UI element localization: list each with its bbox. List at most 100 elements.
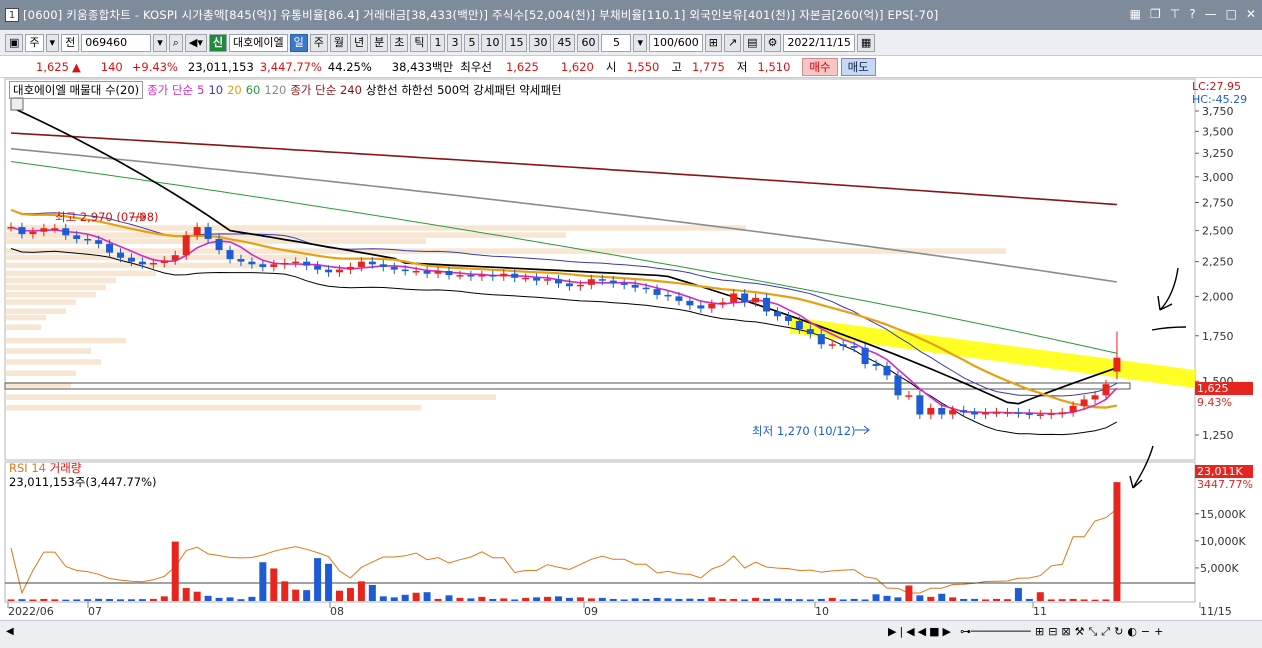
volume-bar [1080,599,1088,601]
scroll-bar[interactable]: ◀ ▶|◀◀■▶ ⊶───────── ⊞⊟⊠⚒⤡⤢↻◐−+ [0,620,1262,648]
volume-bar [445,595,453,601]
search-icon[interactable]: ⌕ [168,33,183,52]
volume-bar [412,592,420,601]
pin-icon[interactable]: ⊤ [1169,7,1181,21]
restore-icon[interactable]: ❐ [1150,7,1161,21]
volume-pct-label: 3447.77% [1197,478,1253,491]
candle [752,297,760,303]
tab-week[interactable]: 주 [309,33,328,52]
maximize-icon[interactable]: □ [1225,7,1237,21]
candle [730,293,738,303]
volume-bar [390,597,398,601]
gear-icon[interactable]: ⚙ [763,33,782,52]
minimize-icon[interactable]: — [1204,7,1217,21]
chart-canvas[interactable]: 1,2501,5001,7502,0002,2502,5002,7503,000… [0,78,1262,620]
volume-profile-bar [6,254,306,261]
step-10[interactable]: 10 [481,33,504,52]
volume-bar [478,596,486,601]
step-60[interactable]: 60 [577,33,600,52]
volume-bar [500,598,508,601]
step-3[interactable]: 3 [447,33,463,52]
zoom-slider[interactable]: ⊶───────── [960,625,1031,638]
calendar-icon[interactable]: ▦ [856,33,876,52]
handdrawn-arrow-top [1151,267,1187,331]
custom-step-input[interactable]: 5 [601,33,632,52]
step-5[interactable]: 5 [464,33,480,52]
candle [248,261,256,265]
scroll-left-icon[interactable]: ◀ [6,626,14,637]
tab-tick[interactable]: 틱 [410,33,429,52]
speaker-icon[interactable]: ◀▾ [184,33,207,52]
volume-profile-bar [6,337,126,344]
period-select[interactable]: 주 [25,33,44,52]
candle [171,255,179,261]
sell-button[interactable]: 매도 [840,57,876,76]
tool-icons[interactable]: ⊞⊟⊠⚒⤡⤢↻◐−+ [1035,625,1168,638]
tab-month[interactable]: 월 [329,33,348,52]
chart-type-icon[interactable]: ▣ [5,33,24,52]
date-tick-label: 11/15 [1200,605,1232,618]
legend-ma5: 5 [197,83,205,97]
volume-bar [993,598,1000,601]
indicator-icon[interactable]: ⊞ [704,33,722,52]
candle [259,264,267,267]
volume-bar [106,599,114,601]
volume-profile-bar [6,299,76,305]
candle [664,294,672,297]
volume-bar [117,599,124,601]
candle [423,270,431,274]
candle [565,283,573,287]
volume-bar [522,597,530,601]
grid-icon[interactable]: ▦ [1129,7,1141,21]
tab-year[interactable]: 년 [349,33,369,52]
step-45[interactable]: 45 [553,33,576,52]
step-30[interactable]: 30 [529,33,552,52]
chevron-down-icon[interactable]: ▾ [633,33,648,52]
candle [828,344,836,346]
candle [522,277,530,280]
volume-bar [817,598,825,601]
tab-day[interactable]: 일 [289,33,308,52]
candle [993,412,1000,414]
market-select[interactable]: 전 [61,33,80,52]
stock-code-input[interactable]: 069460 [81,33,152,52]
volume-bar [434,598,442,601]
candle [412,270,420,273]
legend-title[interactable]: 대호에이엘 매물대 수(20) [9,81,144,99]
volume-bar [697,598,705,601]
candle [303,261,311,266]
volume-profile-bar [6,348,91,354]
volume-bar [456,597,464,601]
ma240-line [10,132,1117,206]
tab-second[interactable]: 초 [390,33,409,52]
count-input[interactable]: 100/600 [649,33,703,52]
step-1[interactable]: 1 [430,33,446,52]
help-icon[interactable]: ? [1189,7,1196,21]
volume-bar [555,596,562,601]
volume-bar [204,595,212,601]
candle [106,243,114,253]
volume-bar [325,563,333,601]
volume-bar [171,541,179,601]
candle [160,260,168,263]
volume-profile-bar [6,232,566,238]
candle [708,303,716,309]
candle [850,346,858,348]
high-label: 고 [671,59,682,74]
tab-minute[interactable]: 분 [370,33,389,52]
table-icon[interactable] [10,97,24,111]
volume-bar [18,599,26,601]
playback-icons[interactable]: ▶|◀◀■▶ [888,625,954,638]
low-price: 1,510 [757,59,791,74]
close-icon[interactable]: ✕ [1245,7,1256,21]
draw-icon[interactable]: ↗ [723,33,742,52]
step-15[interactable]: 15 [505,33,528,52]
buy-button[interactable]: 매수 [802,57,838,76]
candles [7,222,1121,419]
chevron-down-icon[interactable]: ▾ [45,33,60,52]
date-input[interactable]: 2022/11/15 [783,33,855,52]
chevron-down-icon[interactable]: ▾ [153,33,167,52]
trend-line [10,106,1118,405]
volume-bar [784,598,792,601]
save-icon[interactable]: ▤ [743,33,762,52]
